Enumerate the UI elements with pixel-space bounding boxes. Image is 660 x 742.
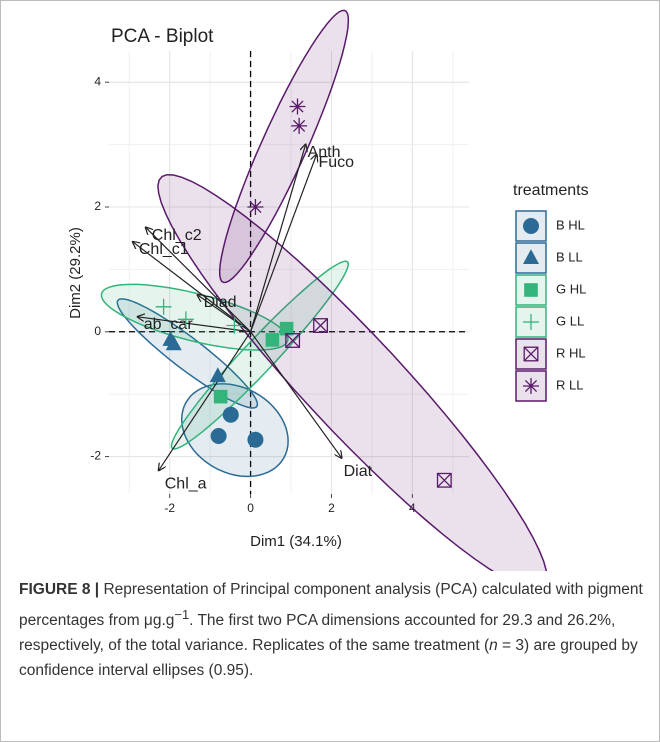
- point: [285, 333, 301, 348]
- point: [265, 333, 280, 347]
- point: [523, 249, 539, 264]
- legend-label: R HL: [556, 345, 586, 360]
- caption: FIGURE 8 | Representation of Principal c…: [19, 577, 644, 683]
- point: [209, 367, 226, 383]
- point-shape: [523, 346, 539, 362]
- point: [313, 318, 329, 333]
- point: [155, 298, 172, 315]
- loading-label: Fuco: [319, 154, 355, 171]
- point: [279, 321, 294, 336]
- point: [524, 283, 538, 297]
- caption-text: . The first two PCA dimensions accounted…: [19, 612, 616, 655]
- point: [226, 317, 243, 334]
- loading-label: Chl_a: [165, 476, 207, 493]
- legend-label: G HL: [556, 281, 586, 296]
- point-shape: [289, 98, 306, 115]
- caption-text: = 3) are grouped by confidence interval …: [19, 637, 638, 680]
- point-shape: [523, 346, 539, 362]
- legend-label: G LL: [556, 313, 584, 328]
- loading-label: Chl_c1: [139, 241, 189, 258]
- point: [247, 431, 264, 448]
- point: [291, 117, 308, 134]
- point-shape: [313, 318, 329, 333]
- point-shape: [247, 431, 264, 448]
- point-shape: [247, 198, 264, 215]
- point-shape: [209, 367, 226, 383]
- caption-superscript: −1: [174, 607, 190, 622]
- point-shape: [523, 249, 539, 264]
- chart-title: PCA - Biplot: [111, 26, 214, 47]
- x-tick-label: 2: [328, 501, 335, 515]
- loading-arrow: [138, 317, 251, 333]
- loading-label: Diat: [344, 463, 373, 480]
- point-shape: [165, 335, 182, 351]
- y-tick-label: 4: [94, 74, 101, 88]
- point: [523, 314, 539, 330]
- caption-label: FIGURE 8 |: [19, 581, 100, 598]
- loading-arrow: [159, 331, 252, 471]
- x-tick-label: -2: [164, 501, 175, 515]
- point-shape: [291, 117, 308, 134]
- point-shape: [210, 427, 227, 444]
- loading-label: Diad: [204, 294, 237, 311]
- point: [523, 346, 539, 362]
- point-shape: [222, 406, 239, 423]
- point-shape: [524, 283, 538, 297]
- caption-text: Representation of Principal component an…: [19, 581, 643, 630]
- loading-arrow: [250, 155, 317, 332]
- legend-label: B HL: [556, 217, 585, 232]
- loading-label: ab_car: [144, 316, 194, 333]
- x-tick-label: 0: [247, 501, 254, 515]
- point: [523, 218, 539, 234]
- point-shape: [213, 389, 228, 404]
- legend-title: treatments: [513, 182, 589, 199]
- legend-key: [515, 370, 547, 402]
- point-shape: [265, 333, 280, 347]
- point-shape: [279, 321, 294, 336]
- loading-arrow: [250, 331, 342, 458]
- legend-label: B LL: [556, 249, 583, 264]
- point-shape: [523, 218, 539, 234]
- point: [213, 389, 228, 404]
- point: [436, 472, 452, 488]
- y-tick-label: 0: [94, 324, 101, 338]
- point-shape: [437, 473, 452, 488]
- caption-italic: n: [489, 637, 498, 655]
- point: [222, 406, 239, 423]
- loading-arrow: [146, 228, 251, 333]
- point: [165, 335, 182, 351]
- point-shape: [285, 333, 300, 348]
- point: [247, 198, 264, 215]
- point: [289, 98, 306, 115]
- point-shape: [313, 318, 328, 333]
- point-shape: [436, 472, 452, 488]
- y-tick-label: -2: [90, 449, 101, 463]
- loading-label: Chl_c2: [152, 227, 202, 244]
- loading-arrow: [133, 242, 251, 333]
- x-axis-label: Dim1 (34.1%): [250, 533, 342, 550]
- confidence-ellipse: [218, 9, 350, 284]
- point: [523, 378, 539, 394]
- point-shape: [285, 333, 301, 348]
- y-tick-label: 2: [94, 199, 101, 213]
- confidence-ellipse: [100, 283, 289, 351]
- point: [177, 311, 194, 328]
- point: [210, 427, 227, 444]
- legend-label: R LL: [556, 377, 583, 392]
- loading-arrow: [249, 145, 306, 332]
- chart: PCA - Biplot Dim1 (34.1%) Dim2 (29.2%) t…: [67, 9, 589, 591]
- y-axis-label: Dim2 (29.2%): [67, 227, 84, 319]
- point-shape: [523, 378, 539, 394]
